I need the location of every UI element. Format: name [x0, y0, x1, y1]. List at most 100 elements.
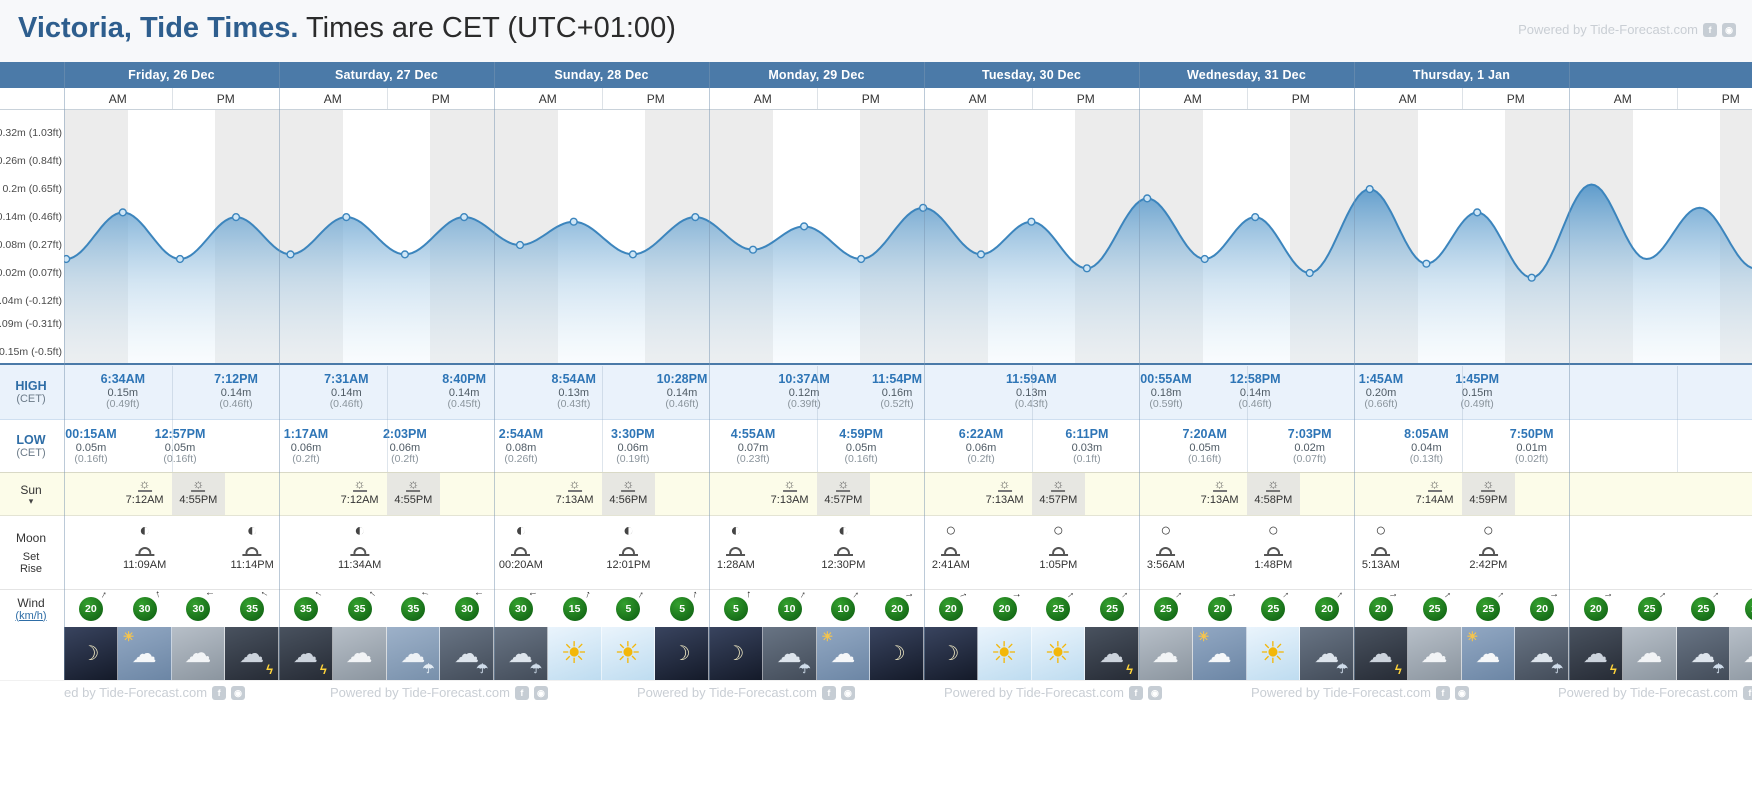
tide-height-m: 0.02m [1294, 442, 1325, 454]
tide-height-ft: (0.43ft) [1014, 398, 1048, 411]
tide-extreme-dot [1422, 259, 1431, 268]
weather-rain-icon: ☁ [454, 639, 480, 668]
wind-speed-badge: 5 → [616, 587, 648, 621]
moonset-arc-icon [1374, 547, 1388, 554]
wind-speed-badge: 25 → [1691, 587, 1723, 621]
dropdown-icon[interactable]: ▾ [28, 496, 34, 506]
tide-extreme-dot [569, 217, 578, 226]
day-header-cell: Wednesday, 31 Dec [1187, 68, 1306, 82]
sunrise-entry: ☼ 7:13AM [1201, 477, 1239, 506]
horizon-line [135, 554, 155, 556]
weather-rain-icon: ☁ [1529, 639, 1555, 668]
weather-sunny-icon: ☀ [560, 637, 588, 670]
weather-tile-partly-cloudy: ☁ ☀ [816, 627, 871, 680]
weather-tile-cloudy: ☁ [332, 627, 387, 680]
column-am-label: AM [323, 91, 342, 106]
high-tide-entry: 10:37AM 0.12m (0.39ft) [778, 372, 829, 411]
low-tide-entry: 3:30PM 0.06m (0.19ft) [611, 427, 655, 466]
weather-tile-rain: ☁ ☂ [1676, 627, 1731, 680]
watermark-text: Powered by Tide-Forecast.com [1518, 22, 1698, 37]
tide-height-m: 0.14m [448, 387, 480, 399]
y-axis-label: 0.14m (0.46ft) [0, 211, 62, 224]
y-axis-label: 0.38m (1.23ft) [0, 110, 62, 112]
weather-clear-night-icon: ☽ [672, 643, 691, 665]
moon-row: Moon Set Rise ◐ 11:09AM ◐ 11:14PM ◐ 11:34AM ◐ 0… [0, 516, 1752, 589]
weather-tile-clear-night: ☽ [924, 627, 978, 680]
wind-unit-link[interactable]: (km/h) [15, 609, 47, 622]
moon-phase-icon: ◐ [622, 520, 634, 540]
high-tide-entry: 12:58PM 0.14m (0.46ft) [1230, 372, 1281, 411]
low-tide-time: 4:59PM [839, 427, 884, 441]
tide-extreme-dot [1143, 194, 1152, 203]
horizon-line [726, 554, 746, 556]
wind-direction-arrow: → [1331, 587, 1347, 602]
low-row-label: LOW (CET) [0, 420, 62, 472]
sunrise-entry: ☼ 7:13AM [771, 477, 809, 506]
sunset-entry: ☼ 4:57PM [824, 477, 862, 506]
tide-height-m: 0.06m [389, 442, 421, 454]
low-tide-entry: 2:54AM 0.08m (0.26ft) [499, 427, 543, 466]
tide-curve-area [64, 184, 1752, 363]
weather-clear-night-icon: ☽ [887, 643, 906, 665]
moon-set-entry: ◐ 00:20AM [499, 519, 543, 571]
weather-tile-thunderstorm: ☁ ϟ [279, 627, 333, 680]
moonrise-arc-icon [621, 547, 635, 554]
y-axis-label: -0.04m (-0.12ft) [0, 294, 62, 307]
high-tide-time: 8:40PM [442, 372, 487, 386]
facebook-icon: f [1435, 685, 1450, 700]
footer-watermark: Powered by Tide-Forecast.com f ◉ [330, 685, 548, 700]
column-pm-label: PM [171, 88, 280, 109]
tide-height-ft: (0.46ft) [329, 398, 363, 411]
weather-thunderstorm-icon: ☁ [1099, 639, 1125, 668]
ampm-header-row: AM PM AM PM AM PM AM PM AM PM AM PM AM PM AM PM [0, 88, 1752, 110]
wind-direction-arrow: → [419, 588, 432, 601]
sunset-entry: ☼ 4:55PM [394, 477, 433, 506]
high-tide-time: 7:31AM [324, 372, 369, 386]
weather-tile-thunderstorm: ☁ ϟ [1085, 627, 1139, 680]
weather-accent-icon: ϟ [266, 662, 273, 677]
page-title: Victoria, Tide Times. Times are CET (UTC… [18, 12, 676, 45]
low-tide-entry: 8:05AM 0.04m (0.13ft) [1404, 427, 1448, 466]
wind-speed-badge: 30 → [508, 588, 539, 621]
day-header-cell: Sunday, 28 Dec [554, 68, 649, 82]
wind-direction-arrow: → [150, 588, 163, 601]
wind-direction-arrow: → [1063, 587, 1078, 602]
facebook-icon: f [1703, 22, 1717, 37]
weather-row: ☽ ☁ ☀ ☁ ☁ ϟ ☁ ϟ ☁ ☁ ☂ ☁ ☂ ☁ ☂ ☀ ☀ ☽ ☽ ☁ ☂ ☁ ☀ ☽ ☽ ☀ ☀ ☁ ϟ ☁ ☁ ☀ ☀ ☁ ☂ ☁ ϟ ☁ ☁ ☀… [0, 627, 1752, 680]
sunset-time: 4:58PM [1254, 494, 1293, 506]
tide-height-ft: (0.2ft) [391, 453, 419, 466]
sunset-icon: ☼ [192, 476, 205, 491]
high-tide-time: 10:28PM [656, 372, 708, 386]
high-tide-entry: 11:54PM 0.16m (0.52ft) [872, 372, 922, 411]
horizon-line [1478, 554, 1498, 556]
watermark-text: Powered by Tide-Forecast.com [330, 685, 510, 700]
tide-height-ft: (0.16ft) [163, 453, 197, 466]
weather-rain-icon: ☁ [507, 639, 533, 668]
low-tide-time: 2:54AM [498, 427, 544, 441]
horizon-line [1427, 490, 1442, 492]
sunset-icon: ☼ [1267, 476, 1280, 491]
moon-rise-time: 1:48PM [1254, 559, 1293, 571]
column-am-label: AM [1613, 91, 1632, 106]
wind-direction-arrow: → [1707, 587, 1723, 602]
tide-height-m: 0.06m [965, 442, 997, 454]
column-am-label: AM [108, 91, 127, 106]
tide-extreme-dot [1473, 208, 1482, 217]
wind-speed-badge: 20→ [1583, 588, 1614, 621]
high-tide-entry: 8:54AM 0.13m (0.43ft) [551, 372, 595, 411]
sunrise-time: 7:13AM [555, 494, 594, 506]
tide-height-m: 0.15m [107, 387, 139, 399]
low-tide-entry: 12:57PM 0.05m (0.16ft) [155, 427, 206, 466]
wind-direction-arrow: → [633, 587, 648, 602]
weather-cloudy-icon: ☁ [1151, 638, 1179, 668]
column-pm-label: PM [1676, 88, 1752, 109]
horizon-line [941, 554, 961, 556]
wind-direction-arrow: → [903, 588, 916, 601]
sunset-time: 4:55PM [394, 494, 433, 506]
low-tide-entry: 7:20AM 0.05m (0.16ft) [1182, 427, 1226, 466]
wind-speed-badge: 20→ [1368, 588, 1399, 621]
tide-height-ft: (0.46ft) [1238, 398, 1272, 411]
weather-clear-night-icon: ☽ [941, 643, 960, 665]
weather-accent-icon: ☂ [1336, 661, 1348, 676]
